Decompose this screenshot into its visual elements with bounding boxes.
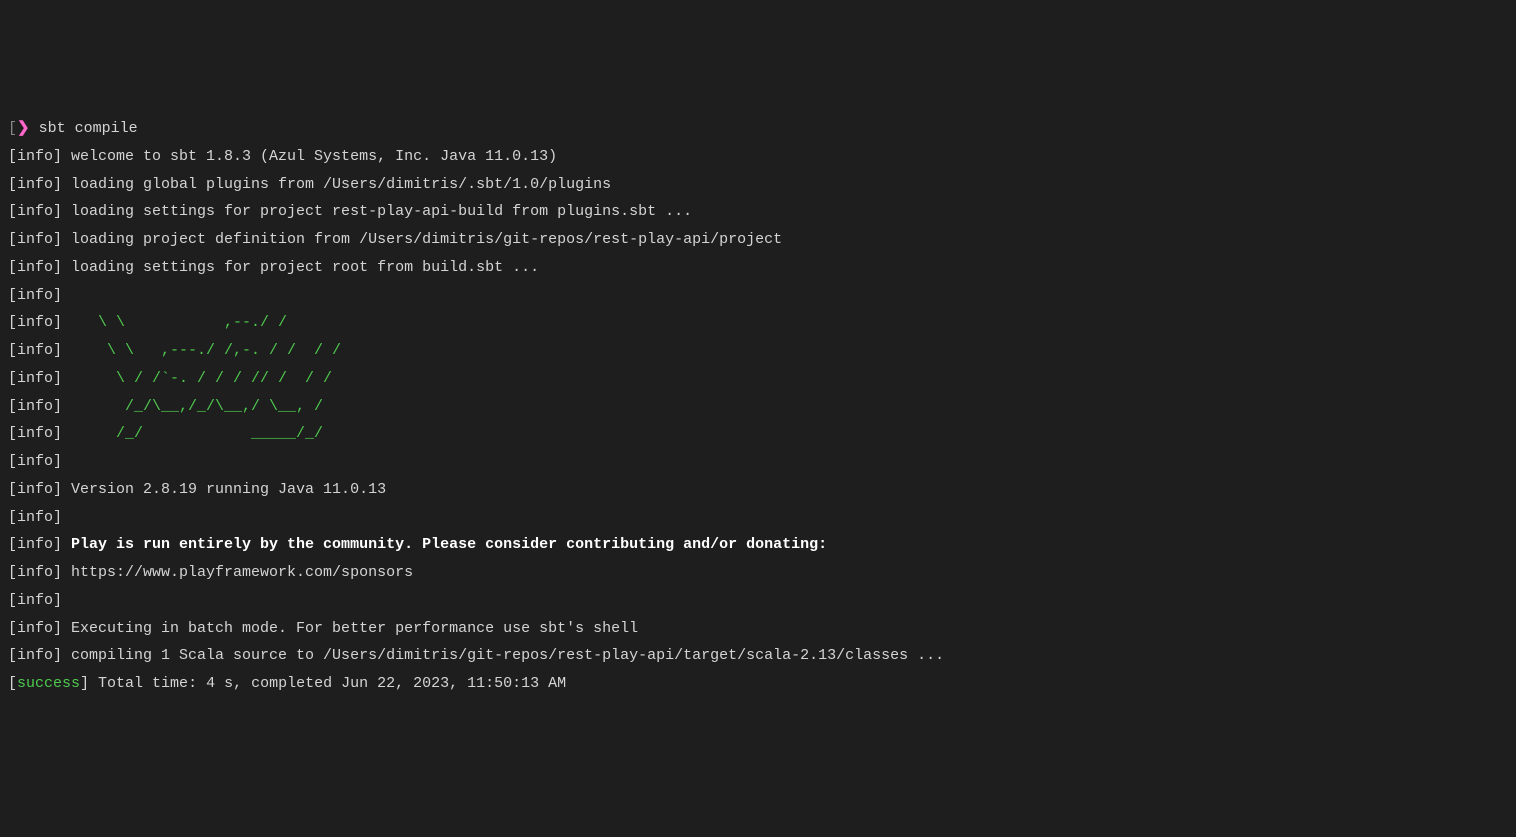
ascii-art: /_/\__,/_/\__,/ \__, / <box>62 398 350 415</box>
log-message: loading global plugins from /Users/dimit… <box>62 176 611 193</box>
command-text: sbt compile <box>39 120 138 137</box>
log-line: [info] <box>8 282 1508 310</box>
prompt-arrow-icon: ❯ <box>17 120 30 137</box>
sponsors-url: https://www.playframework.com/sponsors <box>62 564 413 581</box>
info-tag: [info] <box>8 481 62 498</box>
info-tag: [info] <box>8 287 62 304</box>
log-line: [info] https://www.playframework.com/spo… <box>8 559 1508 587</box>
log-line: [info] <box>8 587 1508 615</box>
success-bracket-open: [ <box>8 675 17 692</box>
log-message: welcome to sbt 1.8.3 (Azul Systems, Inc.… <box>62 148 557 165</box>
log-message: loading project definition from /Users/d… <box>62 231 782 248</box>
info-tag: [info] <box>8 203 62 220</box>
info-tag: [info] <box>8 231 62 248</box>
info-tag: [info] <box>8 176 62 193</box>
ascii-line: [info] \ \ ,--./ / <box>8 309 1508 337</box>
ascii-line: [info] /_/ _____/_/ <box>8 420 1508 448</box>
success-tag: success <box>17 675 80 692</box>
info-tag: [info] <box>8 453 62 470</box>
ascii-line: [info] /_/\__,/_/\__,/ \__, / <box>8 393 1508 421</box>
info-tag: [info] <box>8 620 62 637</box>
info-tag: [info] <box>8 259 62 276</box>
log-message: compiling 1 Scala source to /Users/dimit… <box>62 647 944 664</box>
prompt-line: [❯ sbt compile <box>8 115 1508 143</box>
community-message: Play is run entirely by the community. P… <box>62 536 827 553</box>
info-tag: [info] <box>8 398 62 415</box>
success-bracket-close: ] <box>80 675 89 692</box>
log-line: [info] loading settings for project rest… <box>8 198 1508 226</box>
log-message: loading settings for project root from b… <box>62 259 539 276</box>
log-line: [info] loading settings for project root… <box>8 254 1508 282</box>
info-tag: [info] <box>8 647 62 664</box>
log-message: loading settings for project rest-play-a… <box>62 203 692 220</box>
info-tag: [info] <box>8 592 62 609</box>
info-tag: [info] <box>8 148 62 165</box>
log-message: Executing in batch mode. For better perf… <box>62 620 638 637</box>
info-tag: [info] <box>8 564 62 581</box>
log-message: Total time: 4 s, completed Jun 22, 2023,… <box>89 675 566 692</box>
success-line: [success] Total time: 4 s, completed Jun… <box>8 670 1508 698</box>
log-message: Version 2.8.19 running Java 11.0.13 <box>62 481 386 498</box>
ascii-art: \ \ ,--./ / <box>62 314 350 331</box>
log-line: [info] Executing in batch mode. For bett… <box>8 615 1508 643</box>
log-line: [info] loading project definition from /… <box>8 226 1508 254</box>
terminal-output: [❯ sbt compile[info] welcome to sbt 1.8.… <box>8 115 1508 698</box>
ascii-art: \ \ ,---./ /,-. / / / / <box>62 342 350 359</box>
log-line: [info] Play is run entirely by the commu… <box>8 531 1508 559</box>
log-line: [info] loading global plugins from /User… <box>8 171 1508 199</box>
info-tag: [info] <box>8 425 62 442</box>
ascii-art: /_/ _____/_/ <box>62 425 359 442</box>
info-tag: [info] <box>8 314 62 331</box>
log-line: [info] welcome to sbt 1.8.3 (Azul System… <box>8 143 1508 171</box>
info-tag: [info] <box>8 370 62 387</box>
log-line: [info] Version 2.8.19 running Java 11.0.… <box>8 476 1508 504</box>
prompt-bracket: [ <box>8 120 17 137</box>
log-line: [info] compiling 1 Scala source to /User… <box>8 642 1508 670</box>
log-line: [info] <box>8 504 1508 532</box>
log-line: [info] <box>8 448 1508 476</box>
info-tag: [info] <box>8 536 62 553</box>
info-tag: [info] <box>8 509 62 526</box>
ascii-line: [info] \ / /`-. / / / // / / / <box>8 365 1508 393</box>
info-tag: [info] <box>8 342 62 359</box>
ascii-line: [info] \ \ ,---./ /,-. / / / / <box>8 337 1508 365</box>
ascii-art: \ / /`-. / / / // / / / <box>62 370 350 387</box>
